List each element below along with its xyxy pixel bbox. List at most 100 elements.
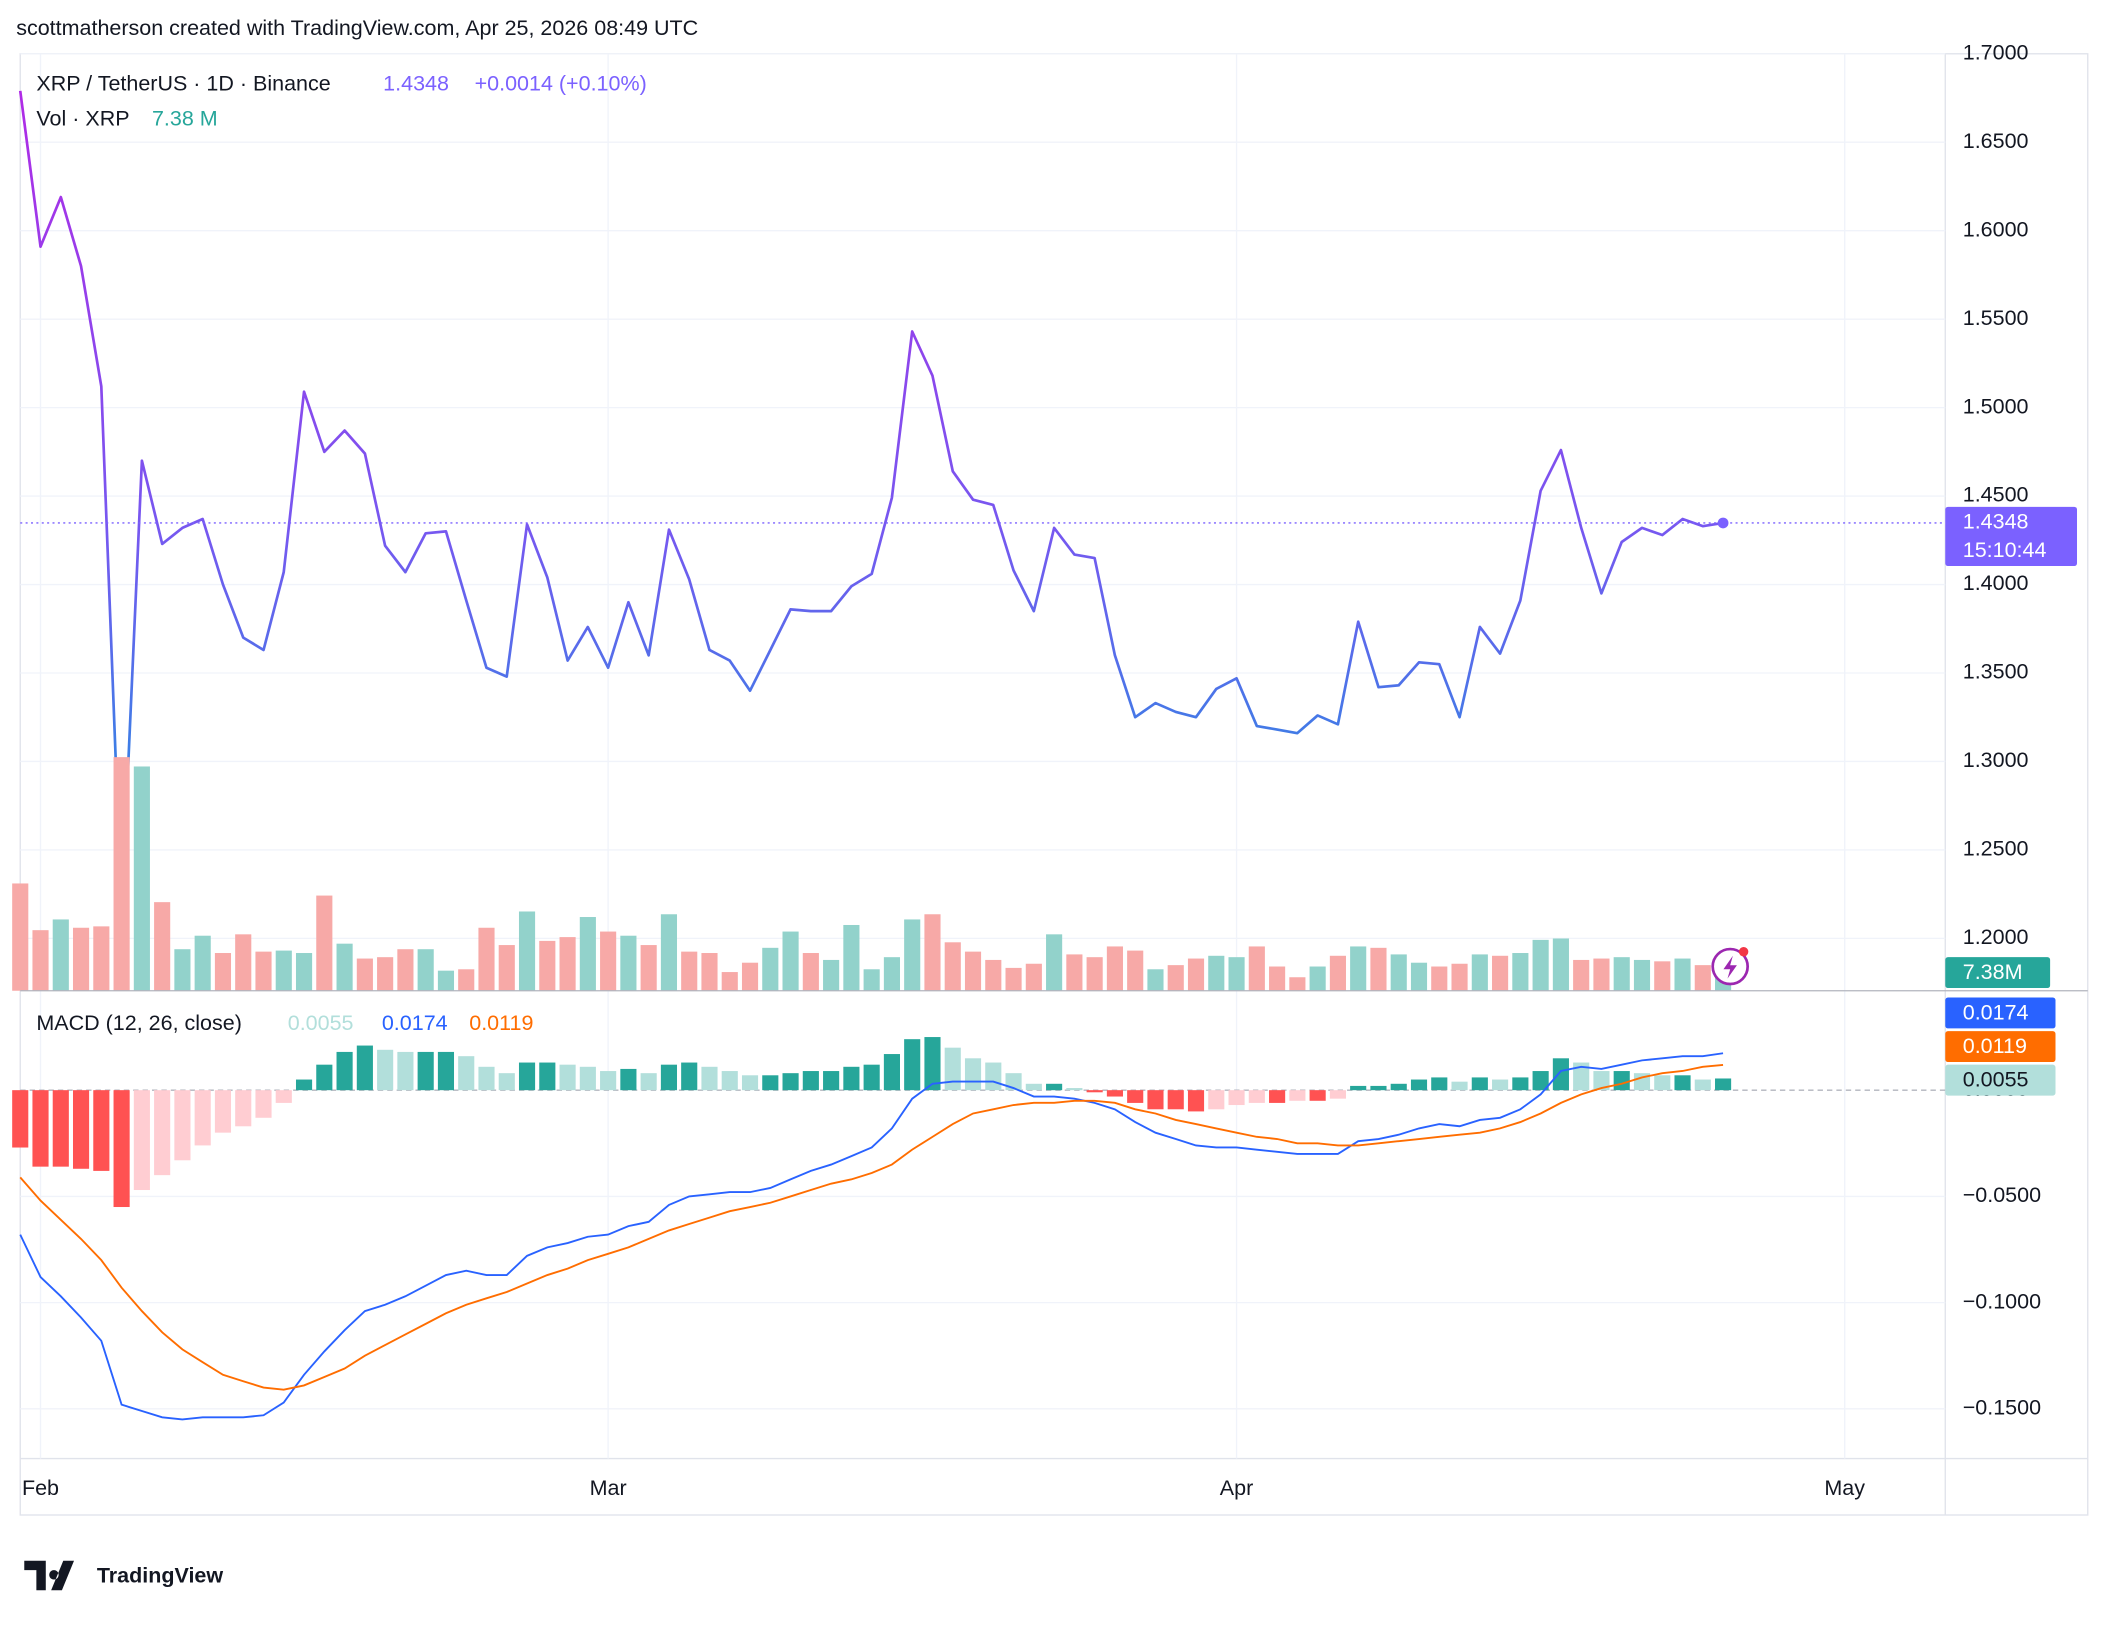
macd-histogram-bar xyxy=(113,1090,130,1208)
volume-bar xyxy=(782,931,799,991)
macd-histogram-bar xyxy=(843,1066,860,1091)
macd-histogram-bar xyxy=(1309,1090,1326,1101)
volume-bar xyxy=(1147,969,1164,991)
volume-bar xyxy=(1390,954,1407,991)
alert-icon[interactable] xyxy=(1711,947,1749,986)
volume-bar xyxy=(843,924,860,991)
plot xyxy=(12,90,1946,1421)
last-point xyxy=(1717,517,1729,529)
macd-histogram-bar xyxy=(154,1090,171,1176)
y-tick-label: 1.5000 xyxy=(1963,394,2029,418)
macd-histogram-bar xyxy=(1390,1083,1407,1091)
macd-histogram-bar xyxy=(762,1075,779,1091)
volume-bar xyxy=(316,895,333,991)
y-tick-label: 1.3000 xyxy=(1963,748,2029,772)
volume-bar xyxy=(417,949,434,991)
macd-histogram-bar xyxy=(336,1051,353,1091)
price-line xyxy=(18,90,1724,914)
macd-histogram-bar xyxy=(985,1062,1002,1091)
macd-title: MACD (12, 26, close) xyxy=(36,1011,242,1035)
macd-histogram-bar xyxy=(1350,1085,1367,1091)
volume-bar xyxy=(924,914,941,991)
volume-bar xyxy=(1289,977,1306,991)
macd-histogram-bar xyxy=(823,1071,840,1091)
volume-bar xyxy=(1187,958,1205,991)
volume-bar xyxy=(620,935,637,991)
macd-hist-value: 0.0055 xyxy=(288,1011,354,1035)
macd-tag-label: 0.0174 xyxy=(1963,1000,2029,1024)
macd-line-value: 0.0174 xyxy=(382,1011,448,1035)
x-tick-label: May xyxy=(1824,1476,1865,1500)
volume-bar xyxy=(1633,959,1651,991)
volume-bar xyxy=(1066,954,1083,991)
price-tag xyxy=(1945,506,2078,566)
volume-bar xyxy=(1674,958,1691,991)
volume-bar xyxy=(1269,966,1286,991)
brand: TradingView xyxy=(97,1564,224,1588)
volume-value: 7.38 M xyxy=(152,106,218,130)
y-tick-label: 1.6000 xyxy=(1963,217,2029,241)
volume-bar xyxy=(1127,950,1144,991)
volume-bar xyxy=(397,949,414,991)
volume-bar xyxy=(539,940,556,991)
macd-tag-label: 0.0055 xyxy=(1963,1067,2029,1091)
macd-histogram-bar xyxy=(458,1056,475,1091)
macd-tag xyxy=(1945,1064,2056,1096)
macd-histogram-bar xyxy=(883,1054,900,1091)
volume-bar xyxy=(72,927,90,991)
macd-histogram-bar xyxy=(1654,1075,1671,1091)
grid xyxy=(20,53,1946,1459)
volume-bar xyxy=(701,953,718,991)
x-tick-label: Mar xyxy=(590,1476,627,1500)
volume-bar xyxy=(1573,959,1590,991)
legend-change: +0.0014 (+0.10%) xyxy=(475,71,647,95)
macd-histogram-bar xyxy=(660,1064,678,1091)
macd-histogram-bar xyxy=(1208,1090,1225,1110)
macd-histogram-bar xyxy=(377,1049,394,1091)
labels: Feb Mar Apr May 1.2000 1.2500 1.3000 1.3500 1.40… xyxy=(22,40,2041,1500)
volume-bar xyxy=(802,953,819,991)
macd-histogram-bar xyxy=(1471,1077,1488,1091)
macd-histogram-bar xyxy=(316,1064,333,1091)
countdown-label: 15:10:44 xyxy=(1963,538,2047,562)
macd-histogram-bar xyxy=(904,1039,921,1091)
macd-histogram-bar xyxy=(559,1064,576,1091)
volume-bar xyxy=(1451,963,1468,991)
volume-bar xyxy=(295,953,313,991)
macd-histogram-bar xyxy=(1431,1077,1448,1091)
macd-histogram-bar xyxy=(1532,1071,1549,1091)
x-tick-label: Feb xyxy=(22,1476,59,1500)
volume-bar xyxy=(437,970,455,991)
volume-tag xyxy=(1945,957,2051,989)
attribution: scottmatherson created with TradingView.… xyxy=(16,16,698,40)
macd-histogram-bar xyxy=(1046,1083,1063,1091)
volume-bar xyxy=(1532,939,1549,991)
volume-bar xyxy=(1106,946,1123,991)
macd-histogram-bar xyxy=(498,1073,515,1091)
macd-histogram-bar xyxy=(93,1090,110,1171)
macd-histogram-bar xyxy=(72,1090,90,1169)
volume-bar xyxy=(1552,938,1569,991)
chart-frame xyxy=(19,53,2089,1516)
volume-bar xyxy=(985,959,1002,991)
y-tick-label: 1.5500 xyxy=(1963,306,2029,330)
volume-bar xyxy=(93,926,110,991)
macd-histogram-bar xyxy=(964,1058,982,1091)
legend-price: 1.4348 xyxy=(383,71,449,95)
macd-histogram-bar xyxy=(701,1066,718,1091)
volume-bar xyxy=(133,766,150,991)
macd-histogram-bar xyxy=(1694,1079,1711,1091)
volume-bar xyxy=(1410,962,1428,991)
macd-histogram-bar xyxy=(437,1051,455,1091)
volume-bar xyxy=(600,931,617,991)
macd-line xyxy=(19,1052,1724,1421)
volume-bar xyxy=(1593,958,1610,991)
macd-histogram-bar xyxy=(1228,1090,1245,1106)
macd-histogram-bar xyxy=(1410,1079,1428,1091)
macd-histogram-bar xyxy=(1613,1071,1630,1091)
volume-bar xyxy=(762,947,779,991)
macd-tag xyxy=(1945,997,2056,1029)
macd-histogram-bar xyxy=(1269,1090,1286,1103)
volume-bar xyxy=(1512,953,1529,991)
